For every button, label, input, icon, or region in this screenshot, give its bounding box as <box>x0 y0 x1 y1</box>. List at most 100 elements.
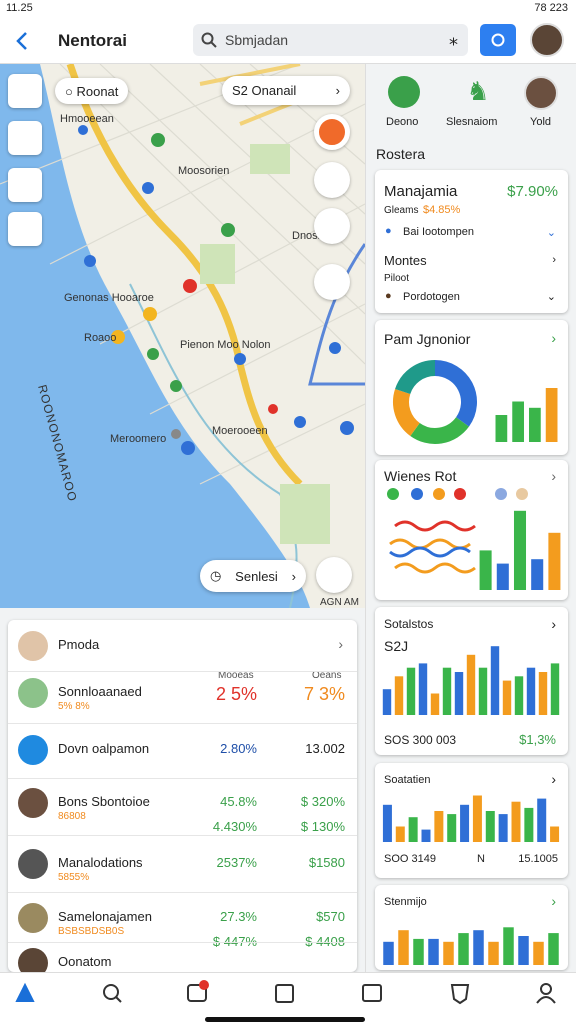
panel-icon[interactable]: ♞ <box>466 76 490 106</box>
map-button[interactable] <box>314 264 350 300</box>
bar <box>514 676 524 715</box>
row-sub: 5855% <box>58 872 90 883</box>
nav-search[interactable] <box>103 984 119 1000</box>
bar <box>485 811 495 842</box>
bar <box>548 532 561 590</box>
card-item: Pordotogen <box>403 291 460 303</box>
donut-segment <box>434 360 477 427</box>
battery: 78 223 <box>534 2 568 14</box>
chart-card[interactable]: Sotalstos › S2J SOS 300 003 $1,3% <box>375 607 568 755</box>
route-chip[interactable]: S2 Onanail › <box>222 76 350 105</box>
decoration <box>234 353 246 365</box>
icon-label: Yold <box>530 116 552 128</box>
row-divider <box>8 670 357 672</box>
card-footer-value: $1,3% <box>519 732 556 747</box>
row-value: $1580 <box>308 855 345 870</box>
decoration <box>201 32 214 45</box>
decoration <box>389 546 471 558</box>
bar <box>413 938 424 965</box>
row-value: 45.8% <box>220 794 257 809</box>
action-chip[interactable]: ◷ Senlesi › <box>200 560 306 592</box>
decoration <box>170 380 182 392</box>
row-title: Dovn oalpamon <box>58 741 150 756</box>
icon-label: Deono <box>386 116 419 128</box>
bar <box>479 550 492 590</box>
map-button[interactable] <box>314 162 350 198</box>
bar <box>434 811 444 842</box>
row-value: $ 320% <box>300 794 345 809</box>
map-button[interactable] <box>316 557 352 593</box>
chart-card[interactable]: Soatatien › SOO 3149 N 15.1005 <box>375 763 568 878</box>
bar <box>529 407 541 442</box>
map-tool[interactable] <box>8 168 42 202</box>
decoration <box>199 980 209 990</box>
search-text: Sbmjadan <box>225 32 289 48</box>
nav-docs[interactable] <box>362 984 382 1002</box>
card-chart <box>393 360 558 444</box>
decoration <box>15 982 556 1005</box>
map-button[interactable] <box>314 208 350 244</box>
panel-icon[interactable] <box>388 76 420 108</box>
row-value: 2537% <box>216 855 257 870</box>
bar <box>524 807 534 842</box>
search-chip[interactable]: ○ Roonat <box>55 78 129 104</box>
card-chart <box>479 510 561 590</box>
summary-card[interactable]: Manajamia $7.90% Gleams $4.85% ● Bai Ioo… <box>375 170 568 313</box>
app-title: Nentorai <box>58 31 127 50</box>
legend-dots <box>387 488 528 574</box>
chip-text: Senlesi <box>235 568 278 584</box>
row-value: 27.3% <box>220 909 257 924</box>
card-chart <box>382 646 560 715</box>
decoration <box>387 488 399 500</box>
bar <box>383 941 394 965</box>
bar <box>538 672 548 715</box>
decoration <box>340 421 354 435</box>
card-item-sub: Piloot <box>384 273 410 284</box>
chart-card[interactable]: Stenmijo › <box>375 885 568 970</box>
donut-segment <box>393 389 421 436</box>
row-value: 2 5% <box>215 684 257 704</box>
map-tool[interactable] <box>8 212 42 246</box>
row-avatar <box>18 678 48 708</box>
search-icon <box>201 32 217 48</box>
bar <box>511 801 521 842</box>
decoration <box>329 342 341 354</box>
map-label: Genonas Hooaroe <box>64 292 154 304</box>
nav-icons <box>15 980 556 1022</box>
back-button[interactable] <box>12 30 32 52</box>
row-value: 4.430% <box>212 819 257 834</box>
card-footer: N <box>477 853 485 865</box>
bar <box>495 415 508 442</box>
nav-inbox[interactable] <box>187 984 207 1002</box>
decoration <box>143 307 157 321</box>
row-avatar <box>18 903 48 933</box>
section-title: Rostera <box>376 146 426 162</box>
bar <box>488 941 499 965</box>
bar <box>395 826 405 842</box>
bar <box>408 817 418 842</box>
filter-icon[interactable]: ⁎ <box>449 29 458 49</box>
map-tool[interactable] <box>8 121 42 155</box>
nav-home[interactable] <box>15 982 35 1002</box>
search-box[interactable]: Sbmjadan ⁎ <box>193 24 468 56</box>
decoration: › <box>551 616 556 632</box>
panel-icon[interactable] <box>524 76 558 110</box>
bar <box>382 804 392 842</box>
decoration <box>250 144 290 174</box>
go-button[interactable] <box>480 24 516 56</box>
map-label: Pienon Moo Nolon <box>180 339 271 351</box>
bar <box>447 814 457 842</box>
chart-card[interactable]: Pam Jgnonior › <box>375 320 568 455</box>
map-tool[interactable] <box>8 74 42 108</box>
nav-shield[interactable] <box>450 984 470 1005</box>
decoration <box>142 182 154 194</box>
bar <box>398 930 409 965</box>
map-button[interactable] <box>314 114 350 150</box>
avatar[interactable] <box>530 23 564 57</box>
bar <box>518 936 529 965</box>
column-header: Mooeas <box>218 670 254 681</box>
nav-tasks[interactable] <box>275 984 294 1003</box>
card-footer: SOS 300 003 <box>384 733 457 747</box>
chart-card[interactable]: Wienes Rot › <box>375 460 568 600</box>
nav-profile[interactable] <box>540 983 552 995</box>
